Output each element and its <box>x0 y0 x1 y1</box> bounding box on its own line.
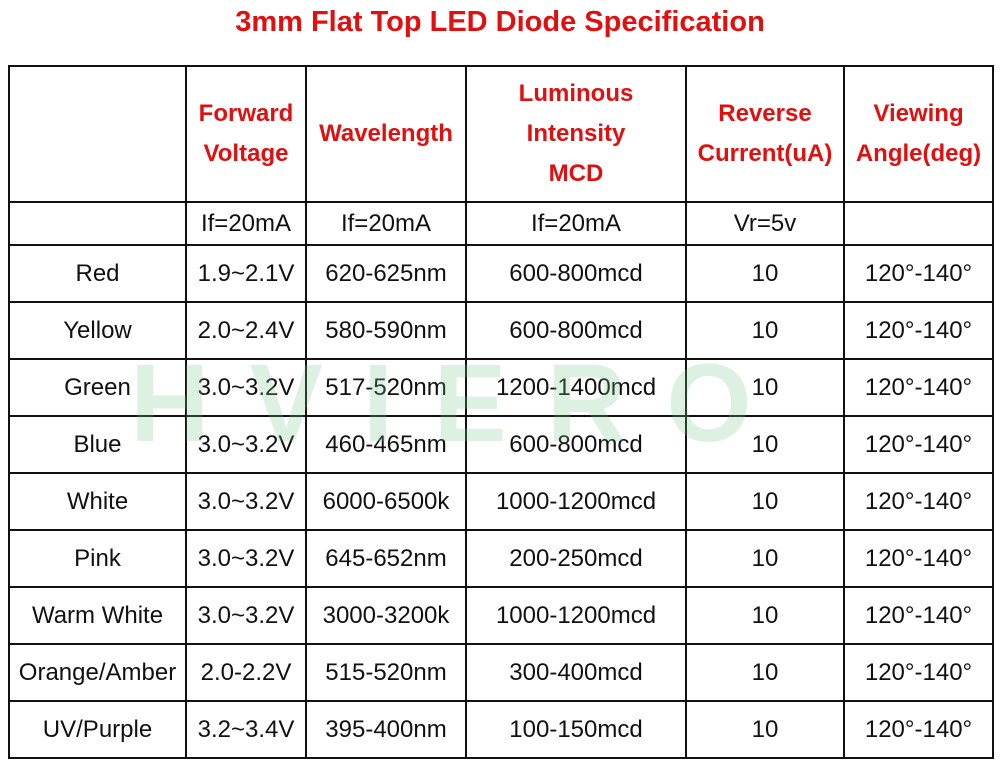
data-cell: 517-520nm <box>305 358 467 417</box>
spec-table: Forward Voltage Wavelength Luminous Intensit… <box>8 65 994 759</box>
data-cell: Blue <box>8 415 187 474</box>
data-cell: 10 <box>685 244 845 303</box>
data-cell: 100-150mcd <box>465 700 687 759</box>
header-line: Current(uA) <box>697 140 833 167</box>
header-line: Viewing <box>873 100 964 127</box>
header-cell <box>8 65 187 203</box>
data-cell: 300-400mcd <box>465 643 687 702</box>
data-cell: 3.0~3.2V <box>185 415 307 474</box>
data-row: White 3.0~3.2V 6000-6500k 1000-1200mcd 10 120… <box>8 472 994 531</box>
header-cell: Reverse Current(uA) <box>685 65 845 203</box>
data-cell: 10 <box>685 472 845 531</box>
data-cell: UV/Purple <box>8 700 187 759</box>
data-cell: 600-800mcd <box>465 244 687 303</box>
data-cell: 10 <box>685 529 845 588</box>
data-cell: Warm White <box>8 586 187 645</box>
data-cell: 120°-140° <box>843 472 994 531</box>
header-cell: Wavelength <box>305 65 467 203</box>
header-line: Intensity <box>526 120 626 147</box>
data-cell: 1200-1400mcd <box>465 358 687 417</box>
data-cell: Red <box>8 244 187 303</box>
data-cell: 120°-140° <box>843 244 994 303</box>
condition-cell: If=20mA <box>465 201 687 246</box>
data-cell: 3.0~3.2V <box>185 529 307 588</box>
header-line: Wavelength <box>319 120 453 147</box>
data-cell: Pink <box>8 529 187 588</box>
data-cell: 120°-140° <box>843 643 994 702</box>
data-cell: 3000-3200k <box>305 586 467 645</box>
header-line: MCD <box>548 160 604 187</box>
data-cell: 3.0~3.2V <box>185 586 307 645</box>
condition-cell <box>8 201 187 246</box>
header-line: Angle(deg) <box>855 140 982 167</box>
header-cell: Luminous Intensity MCD <box>465 65 687 203</box>
data-cell: 600-800mcd <box>465 301 687 360</box>
data-cell: Orange/Amber <box>8 643 187 702</box>
data-row: Red 1.9~2.1V 620-625nm 600-800mcd 10 120°-140… <box>8 244 994 303</box>
data-cell: White <box>8 472 187 531</box>
data-cell: 1.9~2.1V <box>185 244 307 303</box>
data-cell: 600-800mcd <box>465 415 687 474</box>
data-cell: Green <box>8 358 187 417</box>
condition-cell: Vr=5v <box>685 201 845 246</box>
condition-cell: If=20mA <box>185 201 307 246</box>
data-cell: 120°-140° <box>843 700 994 759</box>
data-cell: 395-400nm <box>305 700 467 759</box>
condition-cell <box>843 201 994 246</box>
data-cell: 10 <box>685 415 845 474</box>
data-cell: 460-465nm <box>305 415 467 474</box>
data-row: Pink 3.0~3.2V 645-652nm 200-250mcd 10 120°-14… <box>8 529 994 588</box>
data-cell: 6000-6500k <box>305 472 467 531</box>
data-cell: 3.2~3.4V <box>185 700 307 759</box>
header-line: Reverse <box>718 100 812 127</box>
data-cell: 200-250mcd <box>465 529 687 588</box>
data-cell: 515-520nm <box>305 643 467 702</box>
data-cell: 120°-140° <box>843 415 994 474</box>
data-cell: 120°-140° <box>843 586 994 645</box>
data-cell: 120°-140° <box>843 529 994 588</box>
data-row: Blue 3.0~3.2V 460-465nm 600-800mcd 10 120°-14… <box>8 415 994 474</box>
data-row: Warm White 3.0~3.2V 3000-3200k 1000-1200mcd… <box>8 586 994 645</box>
header-line: Forward <box>198 100 294 127</box>
header-line: Voltage <box>203 140 289 167</box>
data-row: Green 3.0~3.2V 517-520nm 1200-1400mcd 10 120°… <box>8 358 994 417</box>
data-cell: 3.0~3.2V <box>185 358 307 417</box>
data-row: UV/Purple 3.2~3.4V 395-400nm 100-150mcd 10 12… <box>8 700 994 759</box>
data-cell: 10 <box>685 700 845 759</box>
data-cell: 620-625nm <box>305 244 467 303</box>
data-cell: 1000-1200mcd <box>465 472 687 531</box>
data-cell: 10 <box>685 643 845 702</box>
data-row: Orange/Amber 2.0-2.2V 515-520nm 300-400mcd 1… <box>8 643 994 702</box>
data-cell: 580-590nm <box>305 301 467 360</box>
header-cell: Viewing Angle(deg) <box>843 65 994 203</box>
data-cell: 10 <box>685 301 845 360</box>
data-cell: 120°-140° <box>843 301 994 360</box>
data-cell: 1000-1200mcd <box>465 586 687 645</box>
data-cell: Yellow <box>8 301 187 360</box>
data-cell: 3.0~3.2V <box>185 472 307 531</box>
data-cell: 10 <box>685 358 845 417</box>
data-cell: 645-652nm <box>305 529 467 588</box>
data-cell: 120°-140° <box>843 358 994 417</box>
condition-cell: If=20mA <box>305 201 467 246</box>
header-cell: Forward Voltage <box>185 65 307 203</box>
header-line: Luminous <box>518 80 634 107</box>
header-row: Forward Voltage Wavelength Luminous Intensit… <box>8 65 994 203</box>
data-cell: 10 <box>685 586 845 645</box>
data-cell: 2.0-2.2V <box>185 643 307 702</box>
page-title: 3mm Flat Top LED Diode Specification <box>235 6 765 38</box>
data-row: Yellow 2.0~2.4V 580-590nm 600-800mcd 10 120°-… <box>8 301 994 360</box>
data-cell: 2.0~2.4V <box>185 301 307 360</box>
condition-row: If=20mA If=20mA If=20mA Vr=5v <box>8 201 994 246</box>
